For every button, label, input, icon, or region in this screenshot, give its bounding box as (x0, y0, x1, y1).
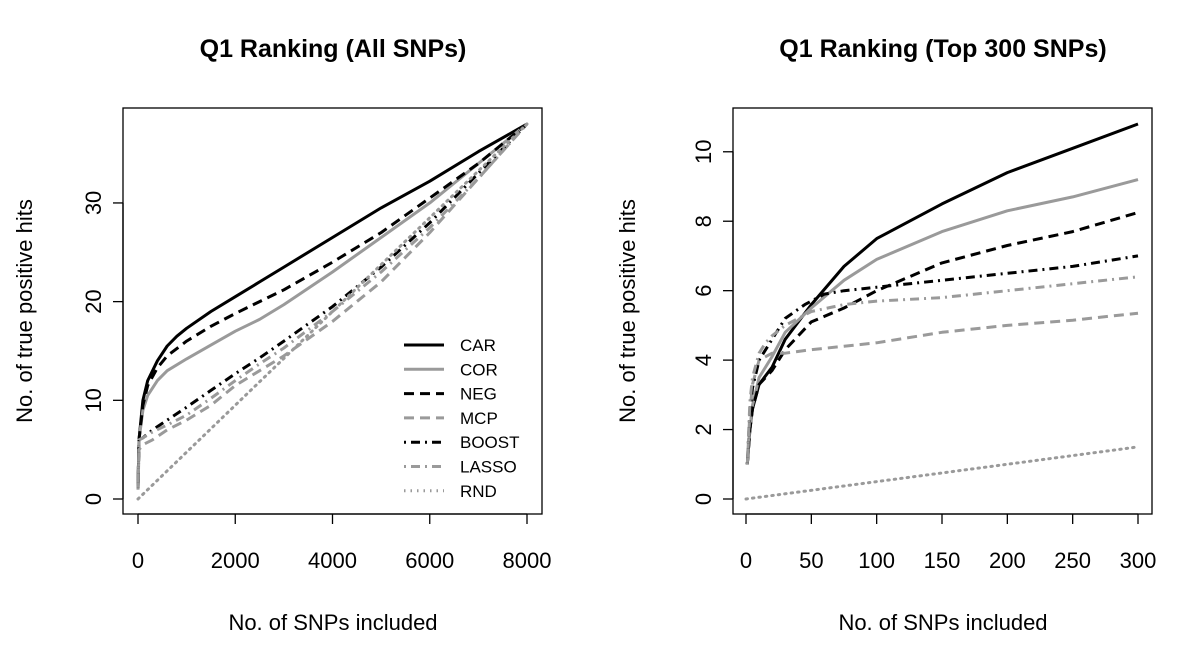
x-tick-label: 2000 (211, 548, 260, 573)
series-line-cor (745, 178, 1139, 465)
x-tick-label: 8000 (503, 548, 552, 573)
series-line-lasso (745, 275, 1139, 465)
legend-label-neg: NEG (460, 385, 497, 404)
series-line-mcp (745, 311, 1139, 465)
y-tick-label: 30 (81, 191, 106, 215)
series-line-rnd (136, 122, 529, 501)
x-axis-ticks: 0 2000 4000 6000 8000 (132, 513, 552, 573)
y-tick-label: 6 (691, 285, 716, 297)
legend-label-cor: COR (460, 360, 498, 379)
x-tick-label: 6000 (405, 548, 454, 573)
y-axis-label: No. of true positive hits (12, 199, 37, 423)
y-tick-label: 0 (81, 493, 106, 505)
legend-label-rnd: RND (460, 482, 497, 501)
legend-label-boost: BOOST (460, 433, 520, 452)
series-line-car (745, 122, 1139, 465)
chart-title: Q1 Ranking (Top 300 SNPs) (779, 35, 1106, 63)
x-axis-label: No. of SNPs included (228, 610, 437, 635)
legend-label-car: CAR (460, 336, 496, 355)
legend-label-mcp: MCP (460, 409, 498, 428)
chart-title: Q1 Ranking (All SNPs) (200, 35, 467, 63)
x-tick-label: 100 (858, 548, 895, 573)
x-tick-label: 50 (799, 548, 823, 573)
x-tick-label: 150 (924, 548, 961, 573)
series-line-neg (745, 211, 1139, 465)
x-tick-label: 200 (989, 548, 1026, 573)
x-tick-label: 4000 (308, 548, 357, 573)
legend: CAR COR NEG MCP BOOST LASSO RND (404, 336, 520, 501)
series-lines (136, 122, 529, 501)
y-axis-ticks: 0 10 20 30 (81, 191, 124, 505)
series-lines (744, 122, 1140, 501)
x-tick-label: 300 (1120, 548, 1157, 573)
panel-all-snps: Q1 Ranking (All SNPs) No. of SNPs includ… (12, 35, 551, 635)
legend-label-lasso: LASSO (460, 458, 517, 477)
x-tick-label: 250 (1054, 548, 1091, 573)
x-tick-label: 0 (132, 548, 144, 573)
y-axis-label: No. of true positive hits (615, 199, 640, 423)
series-line-lasso (136, 122, 529, 490)
x-tick-label: 0 (740, 548, 752, 573)
y-tick-label: 10 (81, 388, 106, 412)
y-axis-ticks: 0 2 4 6 8 10 (691, 140, 734, 505)
y-tick-label: 20 (81, 289, 106, 313)
series-line-boost (745, 254, 1139, 465)
y-tick-label: 10 (691, 140, 716, 164)
series-line-rnd (744, 445, 1140, 501)
y-tick-label: 4 (691, 354, 716, 366)
series-line-neg (136, 122, 528, 490)
x-axis-ticks: 0 50 100 150 200 250 300 (740, 513, 1157, 573)
y-tick-label: 0 (691, 493, 716, 505)
panel-top-300-snps: Q1 Ranking (Top 300 SNPs) No. of SNPs in… (615, 35, 1156, 635)
series-line-cor (136, 122, 528, 490)
x-axis-label: No. of SNPs included (838, 610, 1047, 635)
series-line-mcp (136, 122, 529, 490)
y-tick-label: 8 (691, 215, 716, 227)
y-tick-label: 2 (691, 423, 716, 435)
